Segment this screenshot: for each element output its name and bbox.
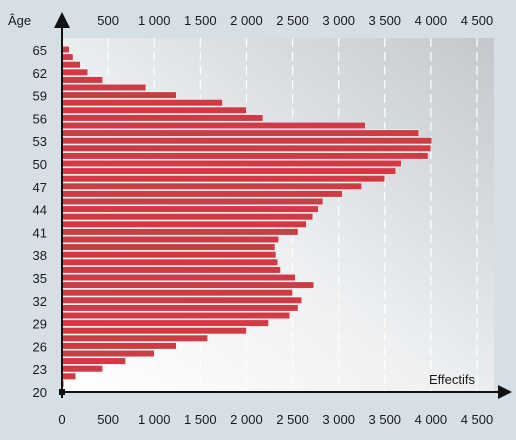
bar-age-51 [61,152,429,160]
y-tick-label: 35 [33,271,47,286]
x-tick-label-top: 4 000 [415,13,448,28]
bar-age-44 [61,205,319,213]
origin-marker [59,389,65,395]
bar-age-48 [61,175,386,183]
tick-labels: 500 1 000 1 500 2 000 2 500 3 000 3 500 4 000 4 … [33,13,494,427]
x-tick-label-bottom: 500 [97,412,119,427]
bar-age-61 [61,76,103,84]
x-axis-title: Effectifs [429,372,476,387]
x-tick-label-bottom: 2 500 [276,412,309,427]
y-tick-label: 50 [33,157,47,172]
x-tick-label-bottom: 4 000 [415,412,448,427]
bar-age-26 [61,342,177,350]
y-tick-label: 44 [33,203,47,218]
bar-age-42 [61,220,307,228]
bar-age-65 [61,45,70,54]
axes [54,12,512,399]
x-tick-label-bottom: 3 000 [322,412,355,427]
x-tick-label-top: 500 [97,13,119,28]
bar-age-32 [61,296,303,304]
x-tick-label-bottom: 1 000 [138,412,171,427]
x-tick-label-top: 4 500 [461,13,494,28]
y-tick-label: 29 [33,317,47,332]
bar-age-54 [61,129,420,137]
bar-age-57 [61,106,247,114]
bar-age-34 [61,281,315,289]
bar-age-53 [61,137,433,145]
bar-age-41 [61,228,299,236]
bar-age-52 [61,144,432,152]
y-tick-label: 53 [33,134,47,149]
y-axis-arrow-icon [54,12,70,28]
y-tick-label: 23 [33,362,47,377]
x-tick-label-bottom: 4 500 [461,412,494,427]
bar-age-64 [61,53,74,61]
bar-age-23 [61,365,103,373]
bar-age-35 [61,273,296,282]
bar-age-37 [61,258,279,266]
bar-age-33 [61,289,293,297]
y-axis-title: Âge [8,13,31,28]
bar-age-40 [61,235,280,244]
y-tick-label: 59 [33,89,47,104]
y-tick-label: 38 [33,248,47,263]
bar-age-59 [61,91,177,99]
bar-age-45 [61,197,324,206]
x-tick-label-top: 2 500 [276,13,309,28]
y-tick-label: 56 [33,111,47,126]
y-tick-label: 47 [33,180,47,195]
bar-age-25 [61,349,155,358]
bar-age-58 [61,99,223,107]
bar-age-49 [61,167,397,175]
bar-age-30 [61,311,291,320]
bar-age-47 [61,182,363,190]
x-tick-label-bottom: 3 500 [369,412,402,427]
bar-age-55 [61,121,366,130]
bar-age-50 [61,159,402,168]
bar-age-31 [61,304,299,312]
x-tick-label-bottom: 1 500 [184,412,217,427]
y-tick-label: 26 [33,339,47,354]
bar-age-27 [61,334,209,342]
bar-age-24 [61,357,126,365]
bars [61,45,433,388]
bar-age-46 [61,190,343,198]
y-tick-label: 20 [33,385,47,400]
y-tick-label: 65 [33,43,47,58]
x-tick-label-top: 2 000 [230,13,263,28]
y-tick-label: 41 [33,225,47,240]
bar-age-29 [61,319,269,327]
x-tick-label-top: 3 500 [369,13,402,28]
bar-age-60 [61,83,147,92]
bar-age-39 [61,243,276,251]
y-tick-label: 62 [33,66,47,81]
x-tick-label-top: 1 000 [138,13,171,28]
x-tick-label-top: 1 500 [184,13,217,28]
bar-age-36 [61,266,281,274]
bar-age-43 [61,213,314,221]
y-tick-label: 32 [33,294,47,309]
x-tick-label-top: 3 000 [322,13,355,28]
x-tick-label-bottom: 2 000 [230,412,263,427]
bar-age-62 [61,68,89,76]
x-axis-arrow-icon [498,385,512,399]
bar-age-56 [61,114,264,122]
bar-age-63 [61,61,81,69]
bar-age-28 [61,327,247,335]
x-tick-label-bottom: 0 [58,412,65,427]
bar-age-38 [61,251,277,259]
bar-age-22 [61,372,77,380]
